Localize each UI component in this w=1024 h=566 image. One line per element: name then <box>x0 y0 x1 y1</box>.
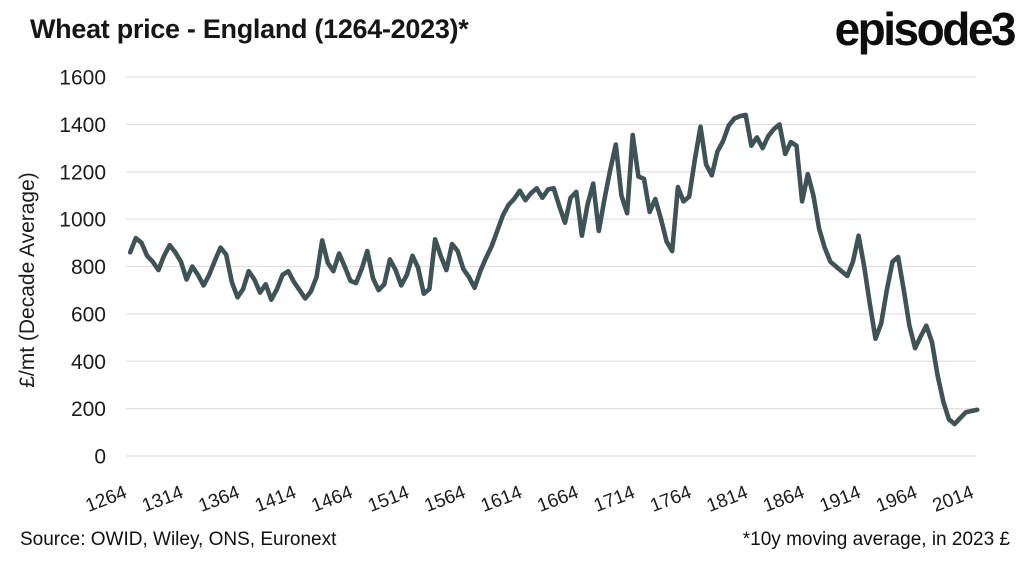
x-tick-label: 1264 <box>83 482 130 517</box>
price-line <box>127 112 980 427</box>
page-title: Wheat price - England (1264-2023)* <box>30 14 469 44</box>
y-tick-label: 600 <box>71 303 106 326</box>
x-tick-label: 1414 <box>252 482 299 517</box>
footer-source-text: Source: OWID, Wiley, ONS, Euronext <box>20 529 337 550</box>
x-tick-label: 1914 <box>817 482 864 517</box>
y-tick-label: 800 <box>71 256 106 279</box>
x-tick-label: 1614 <box>478 482 525 517</box>
x-tick-label: 1814 <box>704 482 751 517</box>
x-tick-label: 1864 <box>760 482 807 517</box>
y-axis-title: £/mt (Decade Average) <box>16 172 39 388</box>
x-tick-label: 1964 <box>873 482 920 517</box>
x-tick-label: 1464 <box>309 482 356 517</box>
x-tick-label: 1514 <box>365 482 412 517</box>
brand-logo: episode3 <box>834 3 1017 55</box>
x-tick-label: 1364 <box>196 482 243 517</box>
y-tick-label: 1200 <box>59 161 106 184</box>
y-tick-label: 400 <box>71 351 106 374</box>
x-tick-label: 1764 <box>647 482 694 517</box>
footer-note-text: *10y moving average, in 2023 £ <box>742 529 1010 550</box>
x-tick-label: 2014 <box>930 482 977 517</box>
x-tick-label: 1314 <box>139 482 186 517</box>
y-tick-label: 1000 <box>59 209 106 232</box>
x-tick-label: 1714 <box>591 482 638 517</box>
x-tick-label: 1564 <box>422 482 469 517</box>
x-tick-label: 1664 <box>535 482 582 517</box>
y-tick-label: 200 <box>71 398 106 421</box>
y-tick-label: 1600 <box>59 67 106 90</box>
y-tick-label: 1400 <box>59 114 106 137</box>
y-tick-label: 0 <box>94 446 106 469</box>
